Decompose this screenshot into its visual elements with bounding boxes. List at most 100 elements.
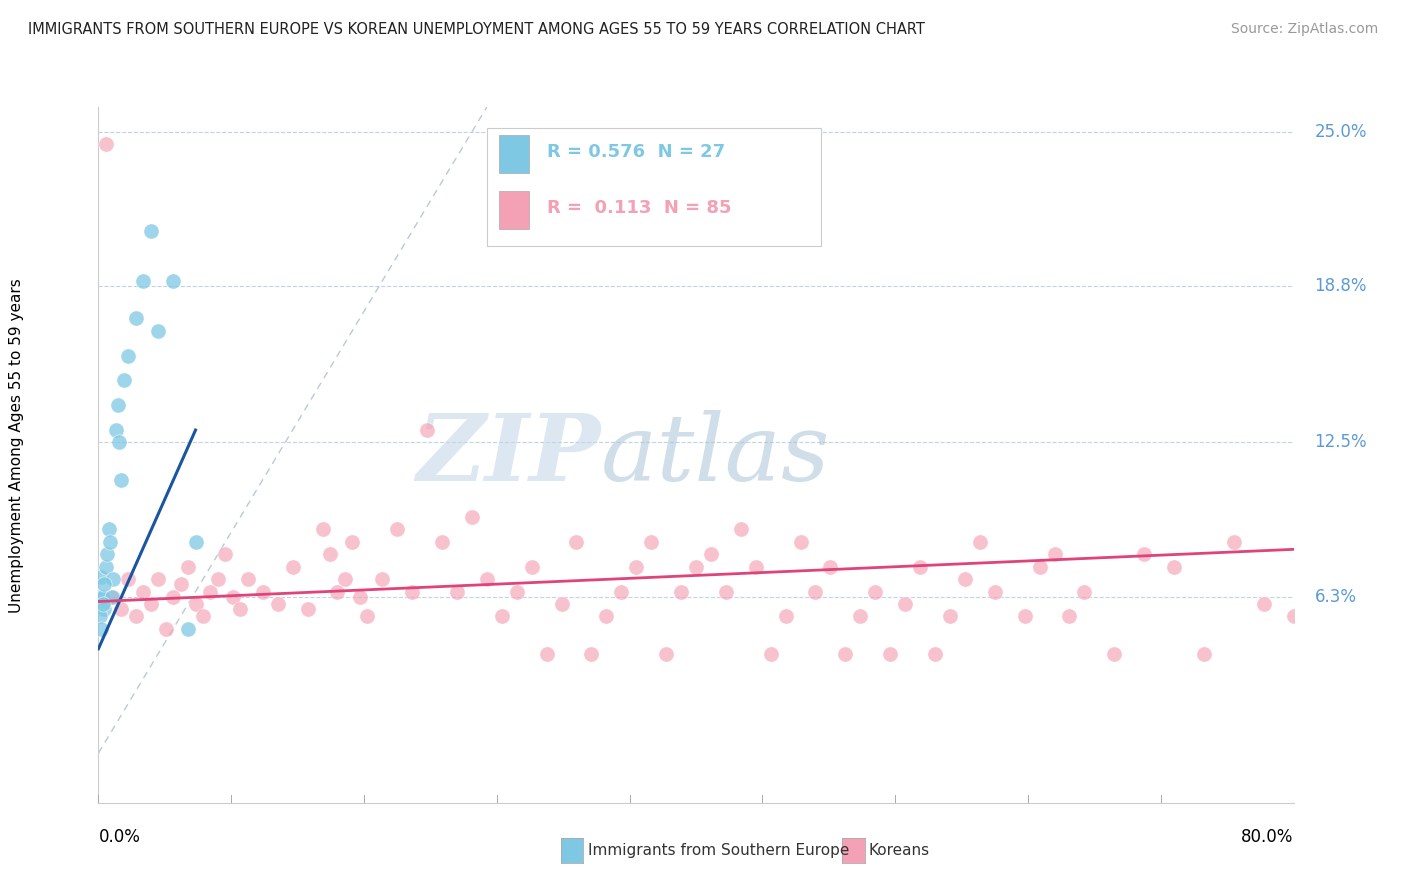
FancyBboxPatch shape (486, 128, 821, 246)
Text: 18.8%: 18.8% (1315, 277, 1367, 295)
Point (169, 577, 191, 591)
Point (685, 559, 707, 574)
Point (520, 559, 543, 574)
Point (1163, 559, 1185, 574)
Point (98, 534, 122, 549)
Point (1253, 597, 1275, 611)
Point (297, 602, 319, 616)
Point (93, 602, 115, 616)
Point (90, 570, 112, 584)
Point (200, 584, 222, 599)
FancyBboxPatch shape (499, 135, 529, 173)
Point (93, 577, 115, 591)
Point (416, 423, 439, 437)
Point (97, 523, 120, 537)
Point (430, 534, 453, 549)
Point (103, 572, 125, 586)
Point (1282, 609, 1305, 624)
Point (91, 597, 114, 611)
Point (1073, 584, 1095, 599)
Point (125, 609, 148, 624)
Point (1059, 609, 1081, 624)
Point (333, 572, 356, 586)
Point (879, 647, 901, 661)
Point (461, 510, 484, 524)
Point (155, 622, 177, 636)
Point (112, 373, 135, 387)
Point (820, 559, 842, 574)
FancyBboxPatch shape (499, 191, 529, 229)
Point (349, 590, 371, 604)
Point (90, 622, 112, 636)
Point (110, 473, 132, 487)
Point (939, 609, 962, 624)
Text: 80.0%: 80.0% (1241, 828, 1294, 846)
Point (326, 584, 349, 599)
Text: 6.3%: 6.3% (1315, 588, 1357, 606)
Point (177, 559, 200, 574)
Point (319, 547, 342, 561)
Point (311, 523, 333, 537)
Point (640, 534, 662, 549)
Point (110, 602, 132, 616)
Text: 25.0%: 25.0% (1315, 123, 1367, 141)
Point (132, 584, 155, 599)
Point (730, 523, 752, 537)
Point (834, 647, 856, 661)
Point (117, 572, 139, 586)
Point (191, 609, 214, 624)
Point (1192, 647, 1215, 661)
Point (983, 584, 1005, 599)
Point (281, 559, 304, 574)
Point (162, 274, 184, 288)
Point (894, 597, 917, 611)
Point (229, 602, 252, 616)
Point (669, 584, 692, 599)
Text: IMMIGRANTS FROM SOUTHERN EUROPE VS KOREAN UNEMPLOYMENT AMONG AGES 55 TO 59 YEARS: IMMIGRANTS FROM SOUTHERN EUROPE VS KOREA… (28, 22, 925, 37)
Point (107, 398, 129, 412)
Point (536, 647, 558, 661)
Point (759, 647, 782, 661)
Point (1104, 647, 1126, 661)
Point (103, 590, 125, 604)
Point (953, 572, 976, 586)
Point (745, 559, 768, 574)
Point (184, 597, 207, 611)
Text: ZIP: ZIP (416, 410, 600, 500)
Point (924, 647, 946, 661)
Text: Unemployment Among Ages 55 to 59 years: Unemployment Among Ages 55 to 59 years (10, 278, 24, 614)
Point (148, 324, 170, 338)
Point (101, 590, 124, 604)
Point (94, 559, 117, 574)
Point (125, 311, 148, 326)
Point (94, 137, 117, 152)
Point (184, 534, 207, 549)
Point (804, 584, 827, 599)
Point (865, 584, 887, 599)
Text: Koreans: Koreans (869, 844, 929, 858)
Point (700, 547, 723, 561)
Point (1014, 609, 1036, 624)
Point (491, 609, 513, 624)
Point (96, 547, 118, 561)
Point (207, 572, 229, 586)
Point (475, 572, 498, 586)
Point (214, 547, 236, 561)
Point (342, 534, 364, 549)
Point (908, 559, 931, 574)
Point (89, 590, 111, 604)
Point (655, 647, 678, 661)
Point (624, 559, 647, 574)
Point (132, 274, 155, 288)
Point (252, 584, 274, 599)
Point (162, 590, 184, 604)
Point (1043, 547, 1066, 561)
Point (550, 597, 572, 611)
Text: 0.0%: 0.0% (98, 828, 141, 846)
Point (148, 572, 170, 586)
Text: R = 0.576  N = 27: R = 0.576 N = 27 (547, 144, 724, 161)
Point (105, 423, 128, 437)
Point (91, 590, 114, 604)
Point (775, 609, 797, 624)
Point (506, 584, 529, 599)
